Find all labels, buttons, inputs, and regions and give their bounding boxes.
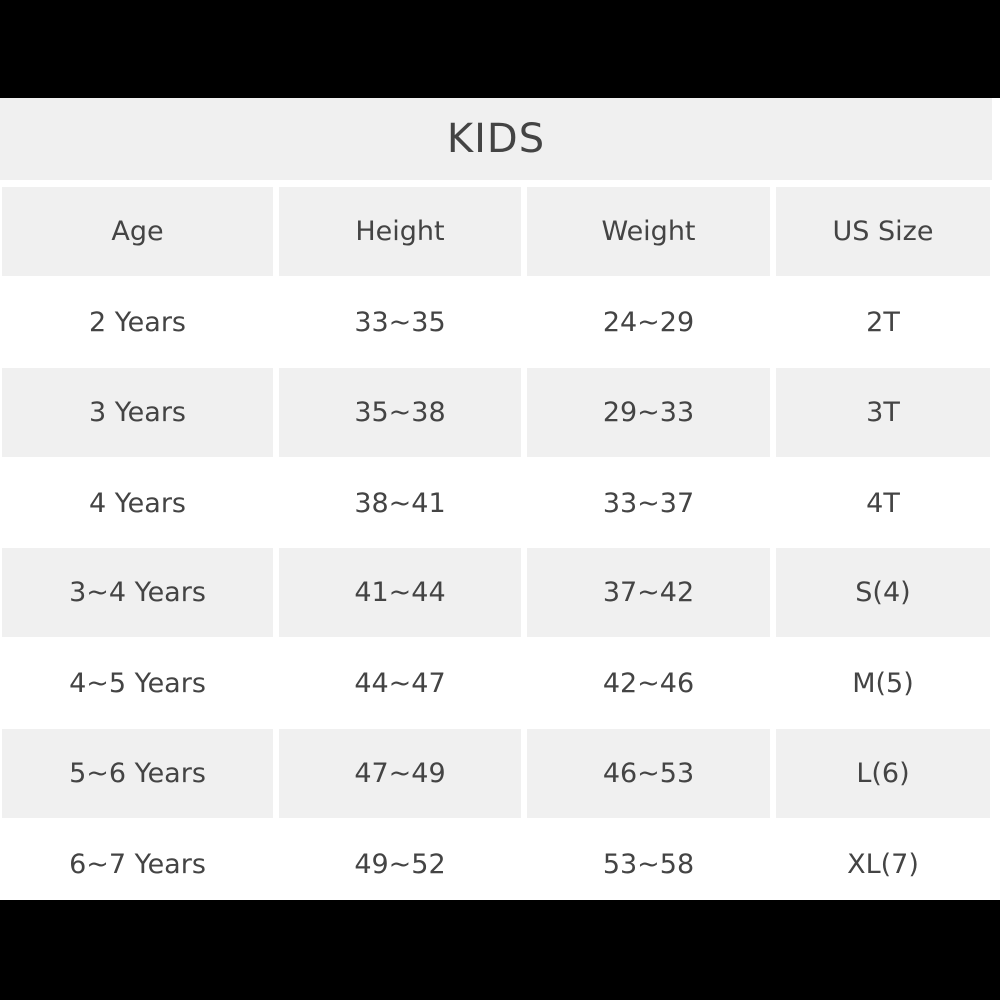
table-cell: 4~5 Years [69,668,206,700]
header-cell: Weight [527,187,770,277]
table-cell: 4T [866,487,900,519]
table-cell: 33~35 [354,306,446,338]
header-cell: Age [2,187,273,277]
table-cell: L(6) [776,728,990,819]
table-cell: 44~47 [354,668,446,700]
table-cell: 49~52 [354,848,446,880]
table-cell: 3 Years [2,367,273,457]
table-cell: 41~44 [279,548,521,638]
table-cell: 33~37 [602,487,695,519]
table-cell: 4 Years [89,487,186,519]
table-cell: 6~7 Years [69,848,206,880]
table-cell: 2T [866,306,900,338]
chart-title: KIDS [0,98,992,180]
table-cell: 3T [776,367,990,457]
table-cell: M(5) [852,668,914,700]
table-cell: 5~6 Years [2,728,273,819]
table-cell: XL(7) [847,848,919,880]
size-chart: KIDS Age Height Weight US Size 2 Years 33~35 2… [0,98,1000,900]
header-cell: Height [279,187,521,277]
table-cell: 37~42 [527,548,770,638]
table-cell: 24~29 [602,306,695,338]
table-cell: 53~58 [602,848,695,880]
table-cell: 3~4 Years [2,548,273,638]
table-cell: 38~41 [354,487,446,519]
table-cell: 46~53 [527,728,770,819]
table-cell: 29~33 [527,367,770,457]
table-cell: 47~49 [279,728,521,819]
header-cell: US Size [776,187,990,277]
table-cell: 2 Years [89,306,186,338]
table-cell: 42~46 [602,668,695,700]
table-cell: 35~38 [279,367,521,457]
table-cell: S(4) [776,548,990,638]
